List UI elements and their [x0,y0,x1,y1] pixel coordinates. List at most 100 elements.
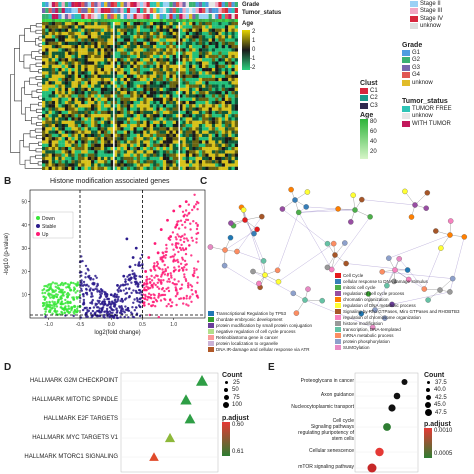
heatmap-cell [64,130,69,134]
heatmap-cell [107,64,111,69]
volcano-point [138,275,141,278]
heatmap-cell [202,114,206,118]
heatmap-cell [162,31,167,36]
volcano-point [68,293,71,296]
heatmap-cell [185,61,190,65]
heatmap-cell [68,130,72,134]
heatmap-cell [97,41,101,46]
heatmap-cell [48,61,52,65]
heatmap-cell [172,104,177,108]
heatmap-cell [228,114,232,118]
volcano-point [177,265,181,268]
network-legend-label: protein localization to organelle [216,340,279,346]
heatmap-cell [51,94,56,98]
heatmap-cell [94,127,98,131]
heatmap-cell [140,160,144,164]
scale-tick: -2 [250,65,256,71]
network-legend-item: protein modification by small protein co… [208,322,312,328]
heatmap-cell [107,120,111,125]
heatmap-cell [156,35,160,39]
heatmap-cell [182,31,186,36]
heatmap-cell [110,61,114,65]
volcano-point [162,279,165,282]
heatmap-cell [198,74,203,79]
annotation-cell [221,2,226,7]
network-legend-item: mitotic cell cycle [335,284,460,290]
heatmap-cell [156,133,160,138]
volcano-point [134,277,137,280]
heatmap-cell [126,51,131,55]
volcano-point [44,310,47,313]
heatmap-cell [113,22,118,26]
heatmap-cell [97,160,101,164]
volcano-point [179,297,183,300]
annotation-cell [146,14,150,19]
network-edge [277,212,299,271]
legend-swatch [208,322,214,328]
heatmap-cell [74,153,79,157]
heatmap-cell [123,127,128,131]
heatmap-cell [231,166,235,170]
heatmap-cell [202,100,206,105]
heatmap-cell [234,156,238,161]
volcano-point [80,289,84,292]
heatmap-cell [130,81,134,85]
heatmap-cell [221,38,226,42]
volcano-point [48,300,51,304]
heatmap-cell [231,140,235,144]
annotation-cell [198,14,203,19]
heatmap-cell [55,38,59,42]
heatmap-cell [97,127,101,131]
heatmap-cell [159,156,163,161]
volcano-point [150,274,153,278]
network-edge [449,236,465,292]
heatmap-cell [169,163,173,167]
heatmap-cell [215,156,219,161]
heatmap-cell [159,100,163,105]
heatmap-cell [211,94,216,98]
volcano-point [172,255,175,258]
heatmap-cell [94,51,98,55]
annotation-cell [84,2,88,7]
heatmap-cell [218,91,222,95]
heatmap-cell [64,54,69,59]
heatmap-cell [48,58,52,62]
heatmap-cell [133,51,137,55]
heatmap-cell [221,133,226,138]
heatmap-cell [74,156,79,161]
heatmap-cell [55,31,59,36]
heatmap-cell [117,48,121,52]
heatmap-cell [126,97,131,102]
heatmap-cell [133,140,137,144]
heatmap-cell [202,163,206,167]
volcano-point [155,264,159,268]
heatmap-cell [48,68,52,72]
heatmap-cell [77,45,82,49]
network-legend-label: protein phosphorylation [343,338,390,344]
volcano-point [156,285,159,289]
heatmap-cell [185,91,190,95]
panel-e-dotplot [354,372,419,473]
heatmap-cell [87,156,92,161]
network-edge [298,212,332,270]
heatmap-cell [182,163,186,167]
heatmap-cell [228,100,232,105]
heatmap-cell [156,110,160,115]
volcano-point [90,300,94,303]
heatmap-cell [107,74,111,79]
heatmap-cell [42,110,46,115]
volcano-point [60,294,63,298]
heatmap-cell [198,61,203,65]
heatmap-cell [172,160,177,164]
heatmap-cell [51,28,56,32]
heatmap-cell [100,137,105,141]
heatmap-cell [208,71,212,75]
heatmap-cell [51,146,56,151]
volcano-point [89,312,93,315]
heatmap-cell [143,137,147,141]
volcano-point [143,286,146,290]
heatmap-cell [208,58,212,62]
heatmap-cell [156,97,160,102]
legend-marker [36,224,40,228]
annotation-cell [224,8,229,13]
